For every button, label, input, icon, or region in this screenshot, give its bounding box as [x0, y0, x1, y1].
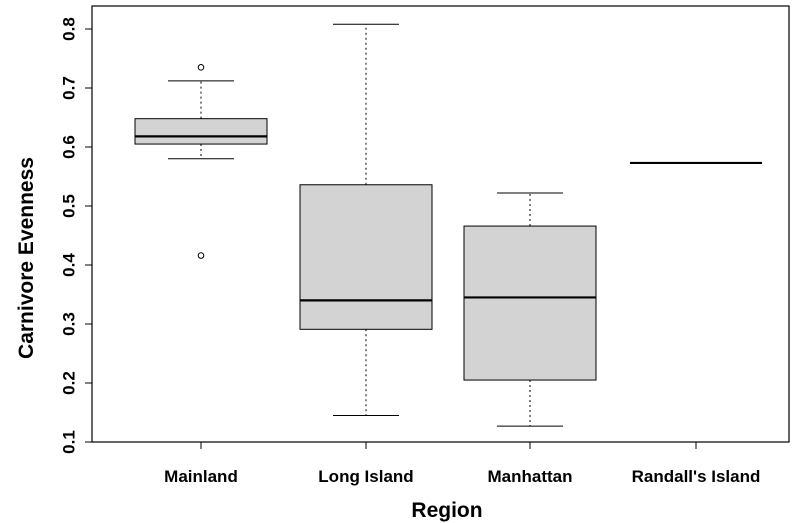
y-axis-title: Carnivore Evenness	[15, 157, 38, 359]
y-tick-label: 0.1	[59, 430, 78, 454]
x-tick-label: Mainland	[164, 467, 238, 486]
box-manhattan	[463, 192, 597, 427]
box-long-island	[299, 23, 433, 416]
y-axis: 0.1 0.2 0.3 0.4 0.5 0.6 0.7 0.8	[59, 17, 93, 454]
y-tick-label: 0.3	[59, 312, 78, 336]
boxes	[134, 23, 762, 427]
iqr-box	[134, 118, 268, 145]
y-tick-label: 0.8	[59, 17, 78, 41]
box-mainland	[134, 64, 268, 259]
y-tick-label: 0.5	[59, 194, 78, 218]
y-tick-label: 0.2	[59, 371, 78, 395]
outlier-point	[197, 252, 205, 259]
x-tick-label: Long Island	[318, 467, 413, 486]
outlier-point	[197, 64, 205, 71]
x-axis-title: Region	[411, 499, 482, 522]
plot-frame	[91, 5, 790, 443]
y-tick-label: 0.4	[59, 253, 78, 277]
x-tick-label: Randall's Island	[632, 467, 761, 486]
x-axis: Mainland Long Island Manhattan Randall's Is…	[164, 442, 760, 486]
y-tick-label: 0.7	[59, 76, 78, 100]
iqr-box	[463, 225, 597, 381]
x-tick-label: Manhattan	[488, 467, 573, 486]
y-tick-label: 0.6	[59, 135, 78, 159]
iqr-box	[299, 184, 433, 330]
